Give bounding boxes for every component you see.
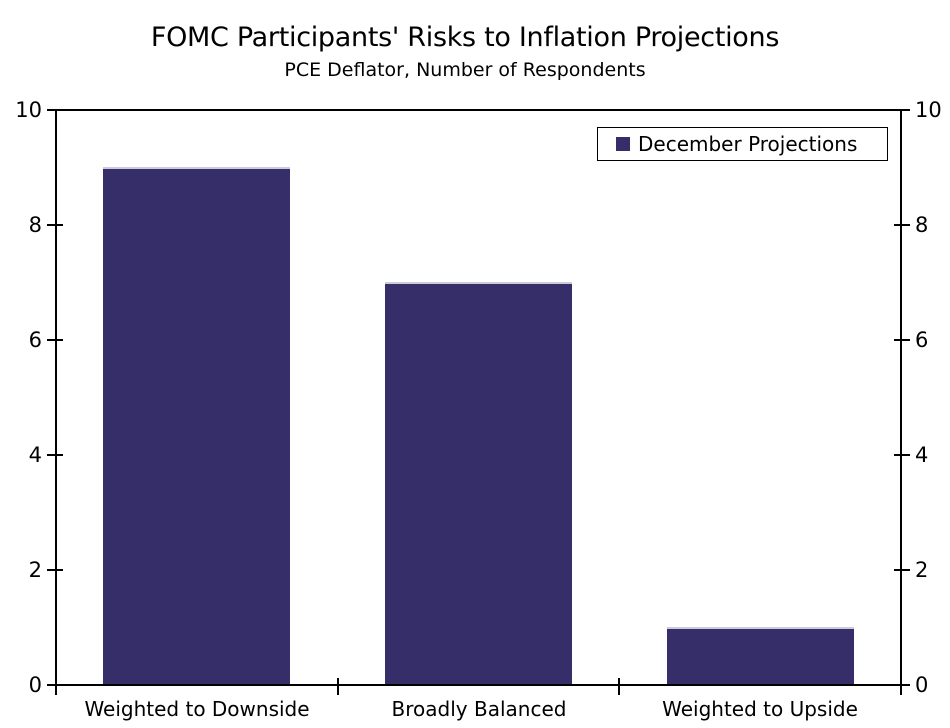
bar xyxy=(667,627,854,685)
x-axis-category-label: Broadly Balanced xyxy=(391,697,567,721)
y-axis-tick-label-left: 0 xyxy=(28,673,42,697)
x-axis-tick xyxy=(337,678,339,695)
legend-marker-icon xyxy=(616,137,630,151)
y-axis-tick xyxy=(894,224,910,226)
y-axis-tick xyxy=(894,339,910,341)
chart-title: FOMC Participants' Risks to Inflation Pr… xyxy=(150,22,780,53)
y-axis-tick xyxy=(47,569,63,571)
chart-subtitle: PCE Deflator, Number of Respondents xyxy=(284,59,646,81)
y-axis-tick xyxy=(47,224,63,226)
y-axis-tick-label-right: 8 xyxy=(915,213,929,237)
bar xyxy=(385,282,572,685)
legend: December Projections xyxy=(597,127,888,161)
y-axis-tick-label-left: 6 xyxy=(28,328,42,352)
y-axis-tick xyxy=(47,454,63,456)
x-axis-tick xyxy=(618,678,620,695)
y-axis-tick-label-left: 2 xyxy=(28,558,42,582)
y-axis-tick-label-left: 10 xyxy=(15,98,42,122)
y-axis-tick-label-right: 4 xyxy=(915,443,929,467)
bar xyxy=(103,167,290,685)
x-axis-category-label: Weighted to Downside xyxy=(84,697,310,721)
y-axis-tick-label-right: 10 xyxy=(915,98,942,122)
y-axis-tick-label-left: 8 xyxy=(28,213,42,237)
y-axis-tick-label-left: 4 xyxy=(28,443,42,467)
y-axis-tick xyxy=(894,684,910,686)
x-axis-tick xyxy=(55,678,57,695)
legend-label: December Projections xyxy=(638,132,858,156)
x-axis-tick xyxy=(900,678,902,695)
y-axis-tick xyxy=(47,109,63,111)
x-axis-category-label: Weighted to Upside xyxy=(662,697,858,721)
y-axis-tick-label-right: 2 xyxy=(915,558,929,582)
y-axis-tick xyxy=(894,569,910,571)
y-axis-tick-label-right: 6 xyxy=(915,328,929,352)
y-axis-tick xyxy=(894,109,910,111)
plot-area xyxy=(47,109,910,695)
y-axis-tick-label-right: 0 xyxy=(915,673,929,697)
y-axis-tick xyxy=(894,454,910,456)
y-axis-tick xyxy=(47,339,63,341)
